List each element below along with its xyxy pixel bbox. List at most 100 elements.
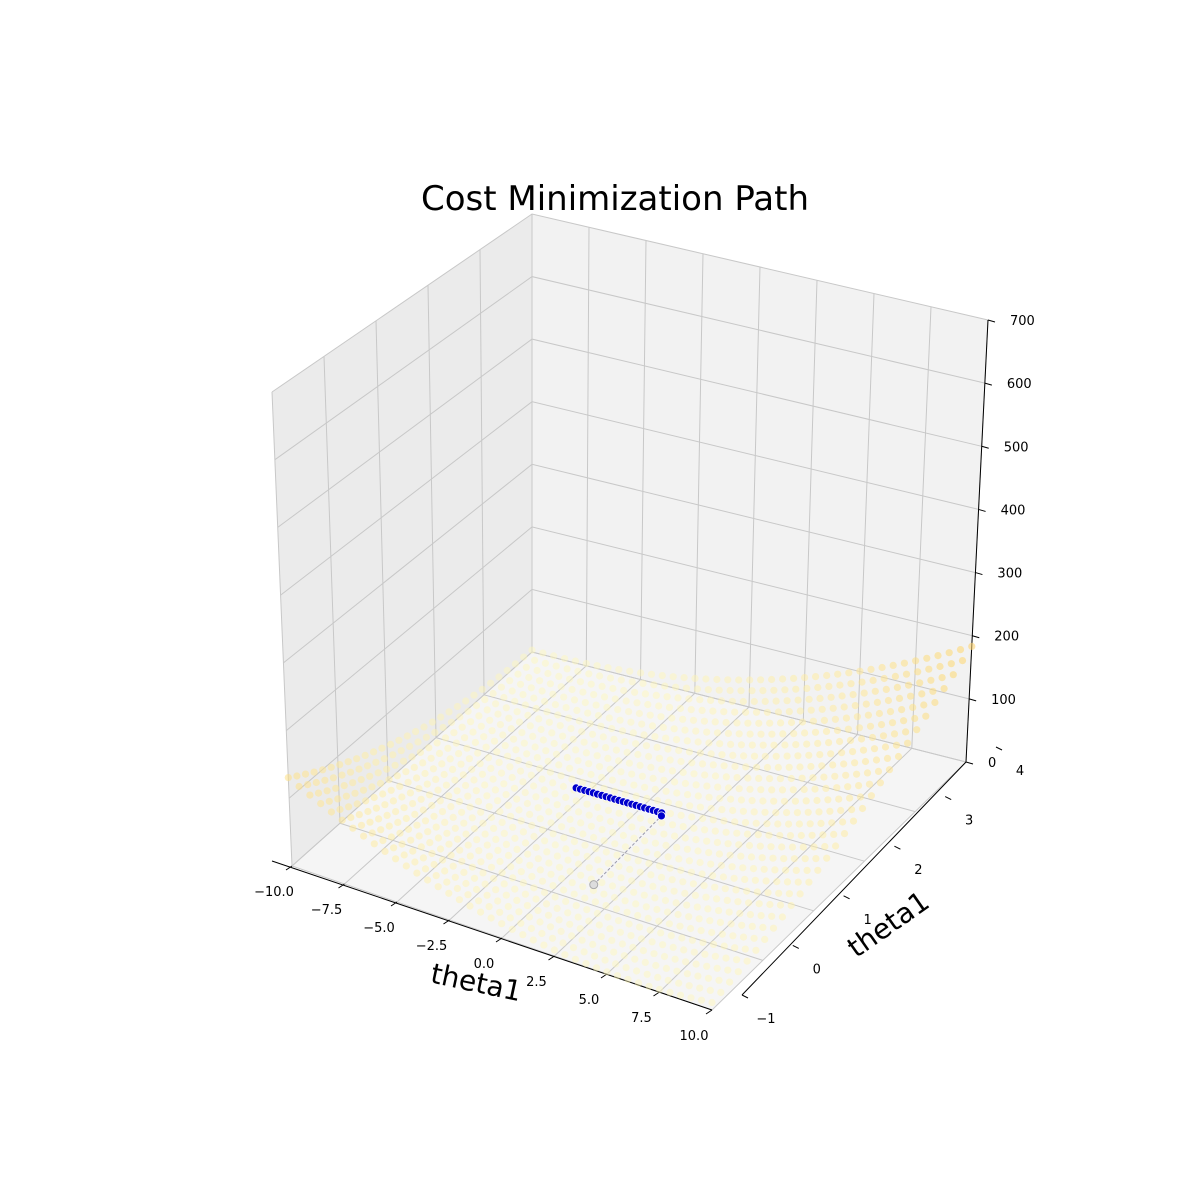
surface-point bbox=[540, 888, 549, 897]
surface-point bbox=[389, 797, 397, 805]
surface-point bbox=[525, 913, 534, 921]
surface-point bbox=[823, 854, 831, 862]
surface-point bbox=[614, 706, 622, 714]
surface-point bbox=[726, 851, 734, 859]
surface-point bbox=[587, 822, 596, 830]
surface-point bbox=[770, 797, 778, 805]
surface-point bbox=[716, 794, 724, 802]
surface-point bbox=[548, 729, 556, 737]
surface-point bbox=[628, 770, 636, 778]
surface-point bbox=[608, 776, 617, 784]
surface-point bbox=[767, 843, 775, 851]
surface-point bbox=[677, 811, 685, 820]
surface-point bbox=[415, 785, 423, 793]
surface-point bbox=[638, 772, 647, 780]
surface-point bbox=[623, 908, 631, 916]
surface-point bbox=[740, 752, 748, 760]
surface-point bbox=[809, 717, 818, 725]
surface-point bbox=[688, 813, 696, 821]
surface-point bbox=[647, 871, 655, 879]
surface-point bbox=[398, 793, 406, 801]
surface-point bbox=[902, 670, 911, 678]
surface-point bbox=[774, 708, 783, 716]
surface-point bbox=[673, 789, 681, 797]
surface-point bbox=[609, 684, 617, 693]
surface-point bbox=[762, 877, 770, 885]
surface-point bbox=[748, 797, 756, 805]
surface-point bbox=[470, 776, 478, 784]
surface-point bbox=[766, 775, 774, 783]
surface-point bbox=[706, 986, 714, 995]
surface-point bbox=[687, 924, 695, 933]
surface-point bbox=[788, 843, 797, 851]
surface-point bbox=[675, 979, 683, 987]
surface-point bbox=[645, 982, 653, 990]
surface-point bbox=[794, 752, 802, 760]
surface-point bbox=[704, 974, 713, 982]
x-tick-label: 7.5 bbox=[631, 1011, 652, 1026]
surface-point bbox=[626, 812, 634, 820]
surface-point bbox=[613, 851, 621, 859]
surface-point bbox=[349, 824, 357, 832]
surface-point bbox=[435, 749, 444, 758]
surface-point bbox=[581, 894, 589, 902]
surface-point bbox=[544, 669, 552, 678]
surface-point bbox=[790, 730, 798, 738]
surface-point bbox=[593, 662, 601, 670]
z-tick-label: 600 bbox=[1007, 377, 1032, 392]
surface-point bbox=[419, 854, 427, 862]
surface-point bbox=[447, 851, 455, 859]
surface-point bbox=[639, 679, 647, 688]
surface-point bbox=[540, 941, 548, 949]
surface-point bbox=[522, 663, 530, 671]
surface-point bbox=[796, 890, 804, 898]
surface-point bbox=[450, 729, 458, 737]
surface-point bbox=[368, 783, 376, 791]
surface-point bbox=[626, 865, 634, 874]
surface-point bbox=[812, 855, 820, 863]
surface-point bbox=[501, 742, 509, 750]
surface-point bbox=[496, 857, 504, 866]
surface-point bbox=[783, 697, 791, 705]
surface-point bbox=[616, 716, 624, 724]
surface-point bbox=[462, 697, 470, 705]
surface-point bbox=[451, 776, 459, 784]
surface-point bbox=[485, 803, 493, 811]
surface-point bbox=[398, 840, 406, 848]
x-tick-mark bbox=[653, 991, 660, 997]
surface-point bbox=[508, 773, 516, 782]
surface-point bbox=[336, 805, 344, 814]
surface-point bbox=[490, 824, 498, 833]
surface-point bbox=[529, 732, 537, 741]
surface-point bbox=[732, 886, 740, 894]
surface-point bbox=[574, 667, 582, 676]
surface-point bbox=[595, 921, 603, 929]
surface-point bbox=[534, 855, 542, 863]
surface-point bbox=[816, 751, 824, 759]
surface-point bbox=[690, 948, 698, 956]
surface-point bbox=[504, 902, 512, 911]
surface-point bbox=[583, 852, 591, 861]
surface-point bbox=[761, 752, 769, 760]
surface-point bbox=[900, 717, 908, 725]
surface-point bbox=[792, 741, 800, 749]
surface-point bbox=[718, 751, 726, 759]
surface-point bbox=[548, 934, 557, 942]
surface-point bbox=[683, 845, 692, 853]
surface-point bbox=[560, 693, 568, 701]
surface-point bbox=[655, 985, 664, 994]
surface-point bbox=[551, 790, 559, 798]
surface-point bbox=[631, 955, 639, 963]
surface-point bbox=[723, 896, 731, 905]
surface-point bbox=[409, 800, 417, 808]
surface-point bbox=[407, 836, 415, 844]
surface-point bbox=[462, 879, 470, 888]
surface-point bbox=[550, 739, 558, 748]
x-tick-mark bbox=[390, 901, 398, 907]
surface-point bbox=[632, 900, 640, 908]
surface-point bbox=[423, 780, 431, 788]
surface-point bbox=[699, 938, 707, 947]
surface-point bbox=[393, 772, 401, 780]
surface-point bbox=[579, 778, 587, 786]
surface-point bbox=[956, 646, 965, 654]
